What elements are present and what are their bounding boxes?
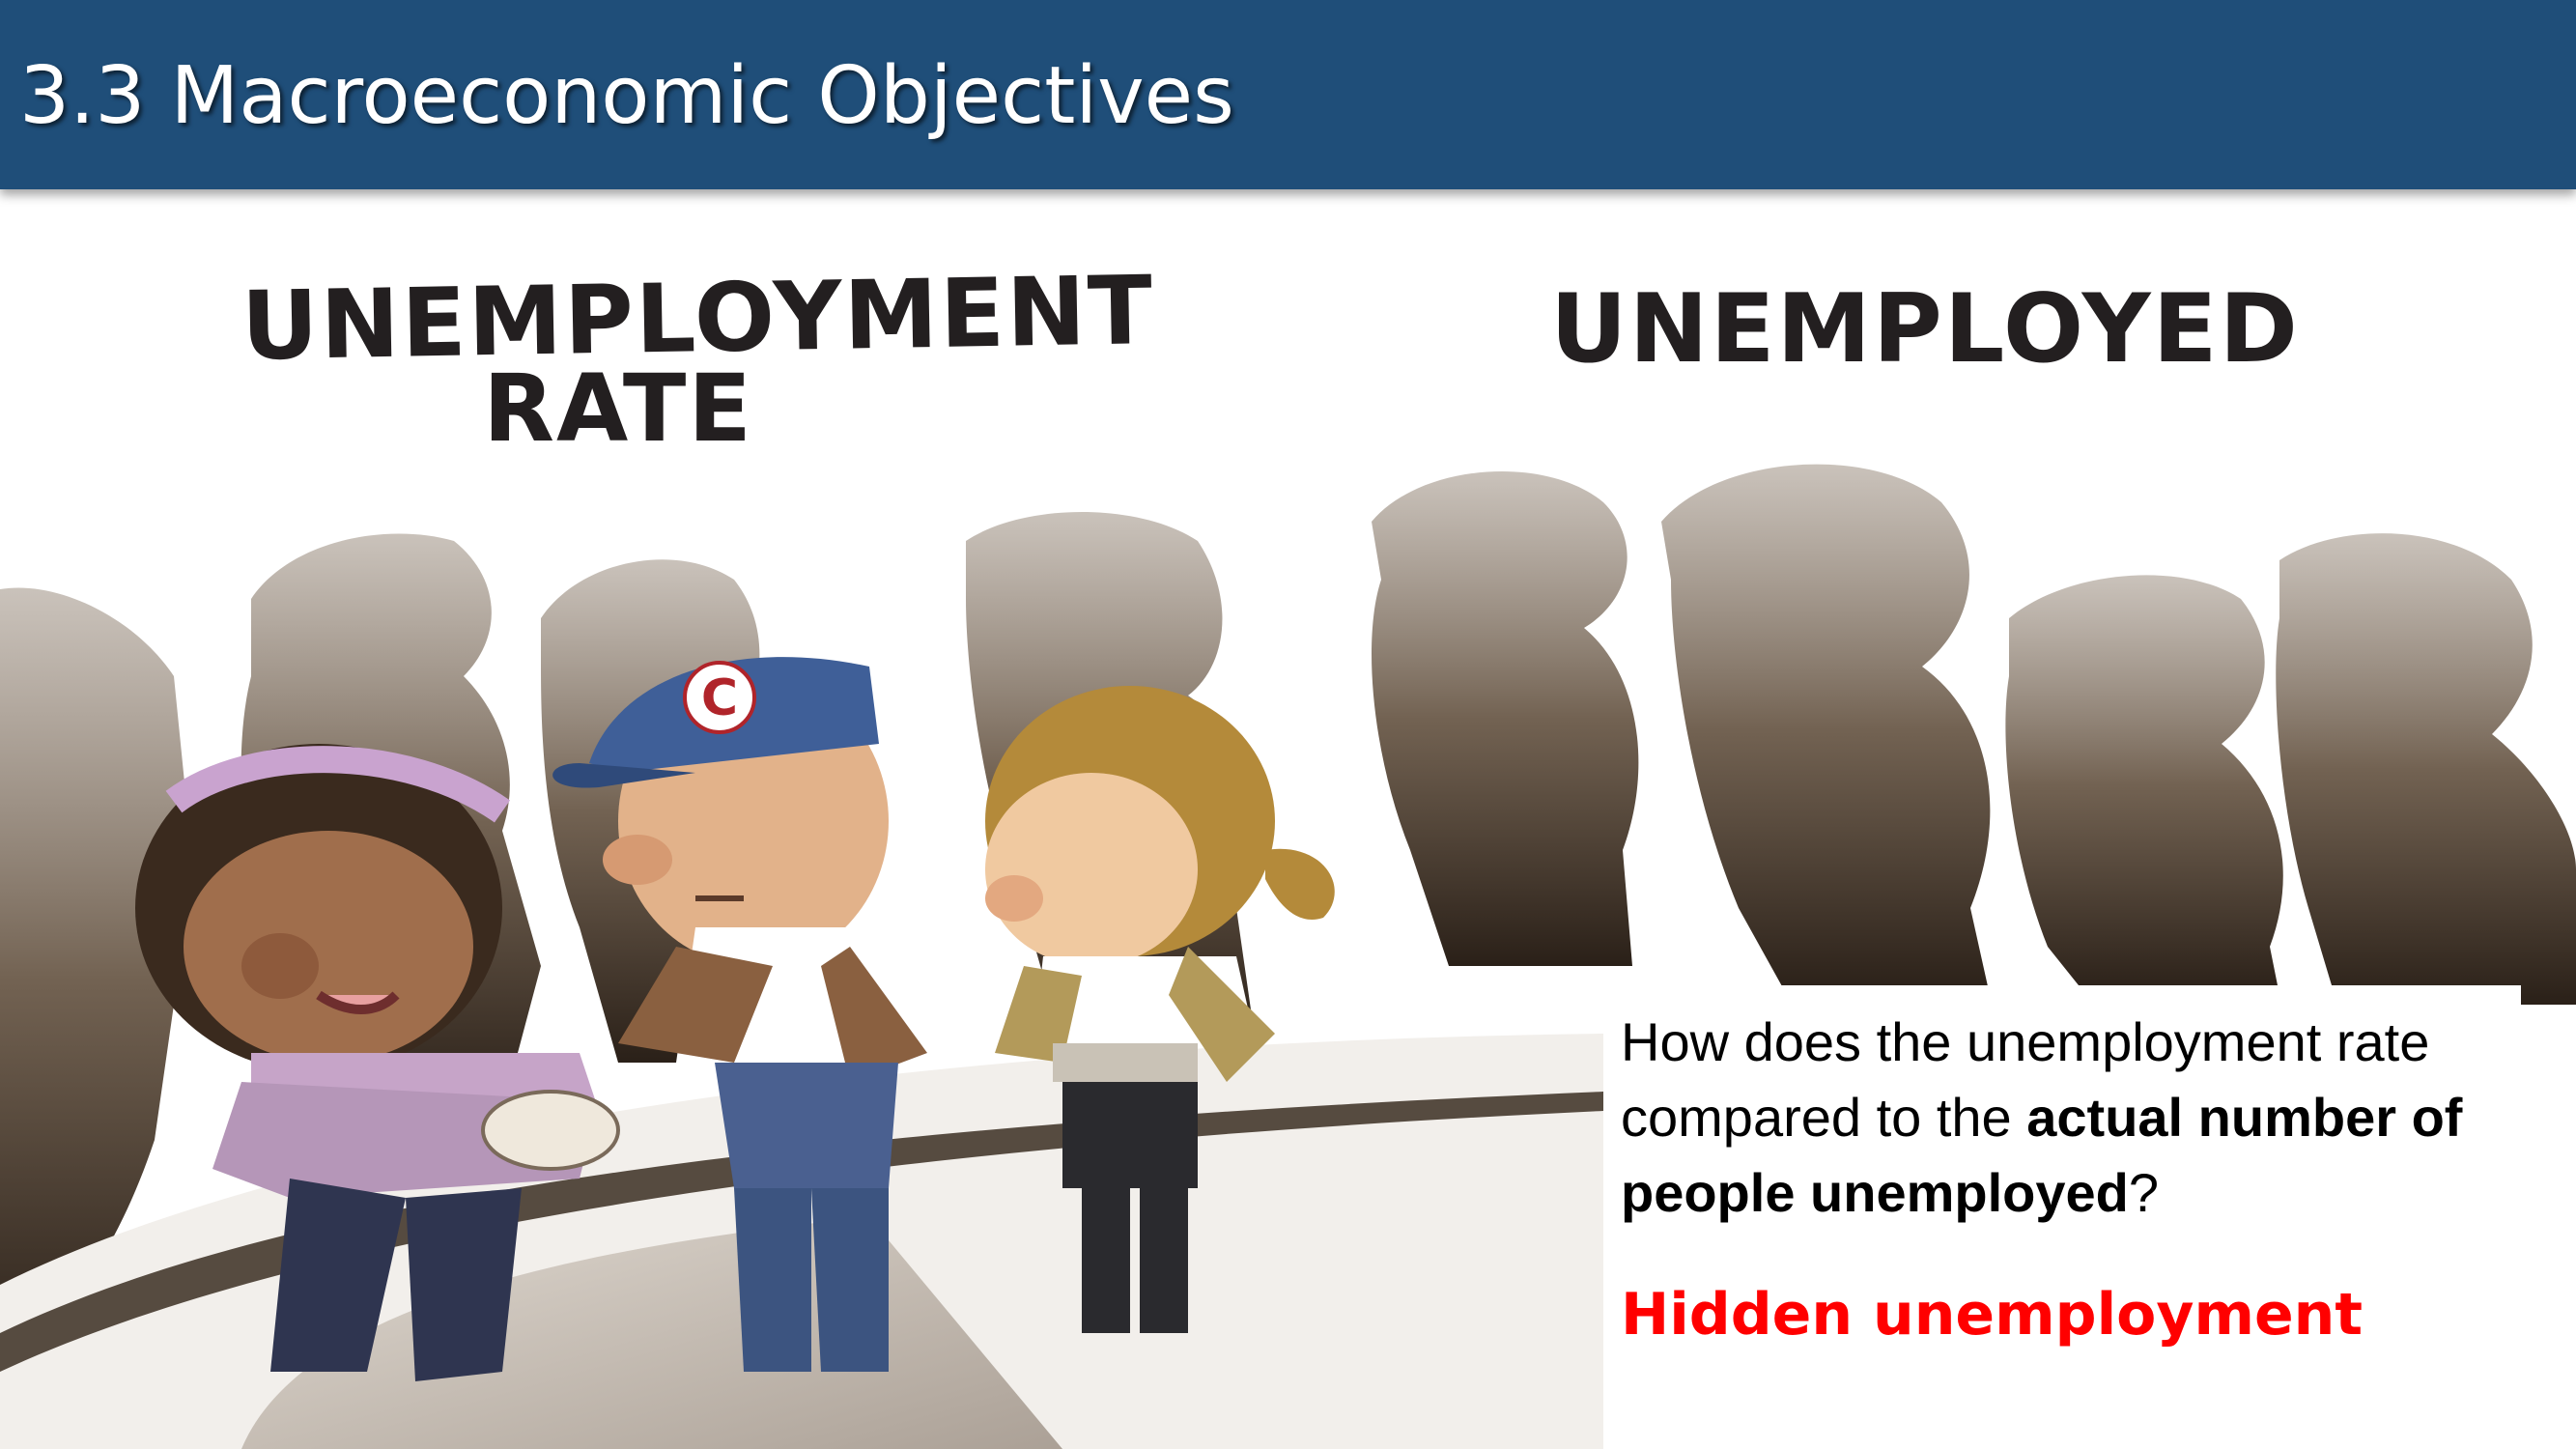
question-part2: ? xyxy=(2128,1162,2160,1223)
question-text: How does the unemployment rate compared … xyxy=(1621,1005,2509,1231)
unemployment-cartoon: C xyxy=(0,464,2576,1449)
cap-logo-letter: C xyxy=(701,669,738,727)
answer-text: Hidden unemployment xyxy=(1621,1281,2364,1349)
slide-title: 3.3 Macroeconomic Objectives xyxy=(19,50,1234,142)
question-box: How does the unemployment rate compared … xyxy=(1603,985,2521,1449)
question-part1: How does the unemployment rate compared … xyxy=(1621,1011,2430,1148)
character-man-cap: C xyxy=(552,657,927,1372)
cartoon-label-rate: RATE xyxy=(483,355,753,463)
question-bold: actual number of people unemployed xyxy=(1621,1087,2463,1223)
character-blonde-woman xyxy=(985,686,1335,1333)
character-woman-headband xyxy=(135,744,620,1381)
shadow-left-mass xyxy=(0,587,193,1372)
title-bar: 3.3 Macroeconomic Objectives xyxy=(0,0,2576,189)
cartoon-label-unemployed: UNEMPLOYED xyxy=(1550,274,2300,384)
